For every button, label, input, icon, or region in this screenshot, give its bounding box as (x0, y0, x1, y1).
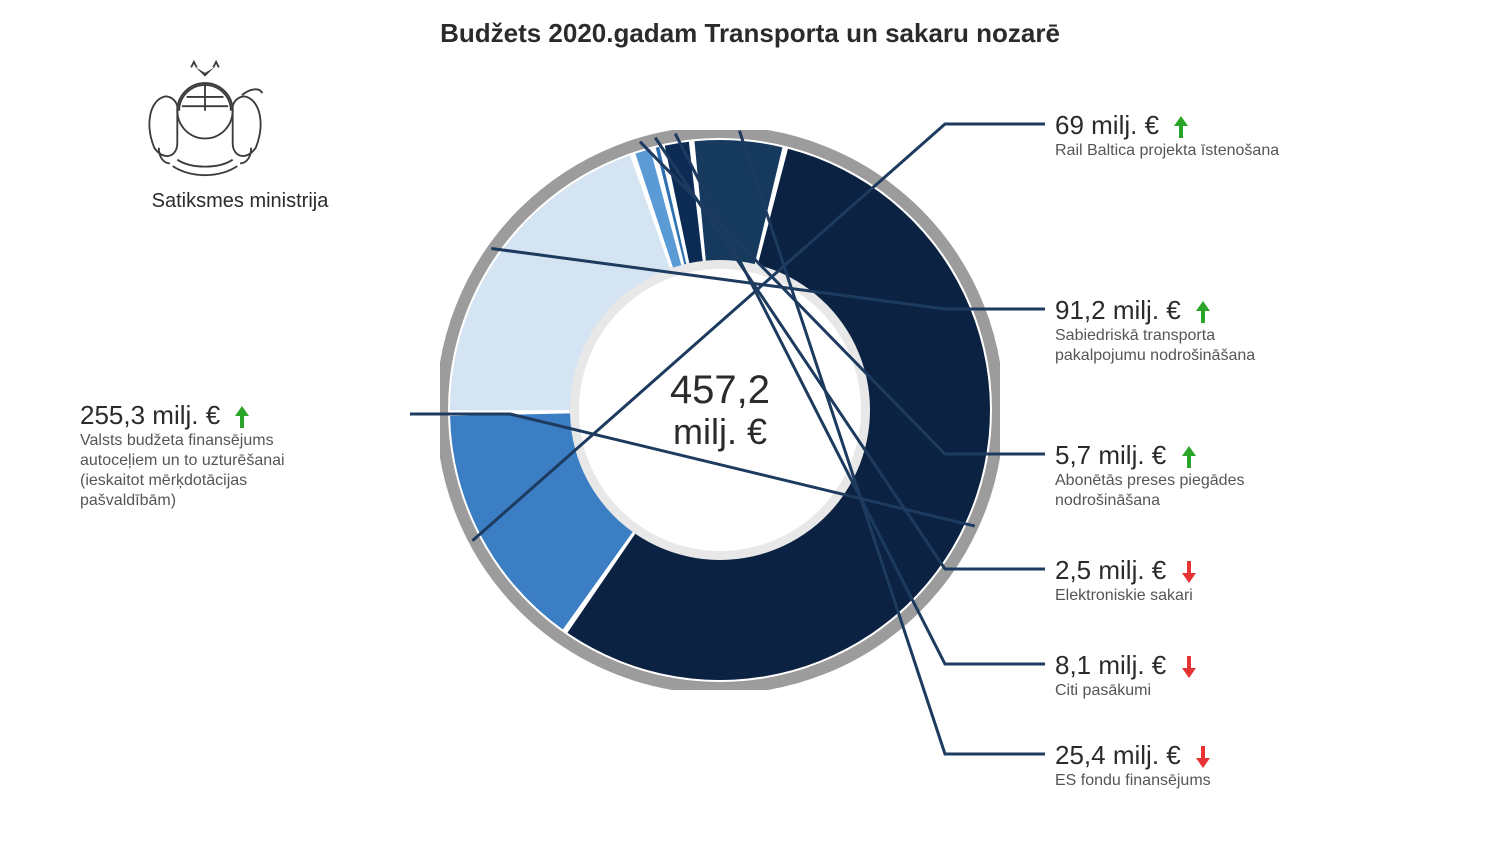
trend-up-icon (1180, 444, 1198, 470)
slice-sab (450, 155, 670, 410)
callout-desc: Elektroniskie sakari (1055, 586, 1198, 606)
callout-valsts: 255,3 milj. € Valsts budžeta finansējums… (80, 400, 400, 511)
callout-desc-line: Citi pasākumi (1055, 681, 1198, 701)
callout-desc-line: Elektroniskie sakari (1055, 586, 1198, 606)
donut-chart: 457,2 milj. € (440, 130, 1000, 690)
callout-desc: Rail Baltica projekta īstenošana (1055, 141, 1279, 161)
trend-down-icon (1180, 559, 1198, 585)
callout-desc: ES fondu finansējums (1055, 771, 1212, 791)
callout-value: 69 milj. € (1055, 110, 1159, 140)
callout-value: 2,5 milj. € (1055, 555, 1166, 585)
callout-citi: 8,1 milj. € Citi pasākumi (1055, 650, 1198, 701)
callout-value: 5,7 milj. € (1055, 440, 1166, 470)
trend-up-icon (1172, 114, 1190, 140)
callout-esakari: 2,5 milj. € Elektroniskie sakari (1055, 555, 1198, 606)
coat-of-arms-icon (110, 60, 300, 180)
callout-desc-line: pakalpojumu nodrošināšana (1055, 346, 1255, 366)
callout-desc-line: autoceļiem un to uzturēšanai (80, 451, 400, 471)
trend-up-icon (233, 404, 251, 430)
trend-up-icon (1194, 299, 1212, 325)
page-title: Budžets 2020.gadam Transporta un sakaru … (0, 18, 1500, 49)
callout-rail: 69 milj. € Rail Baltica projekta īstenoš… (1055, 110, 1279, 161)
callout-desc: Sabiedriskā transportapakalpojumu nodroš… (1055, 326, 1255, 366)
callout-desc-line: Abonētās preses piegādes (1055, 471, 1244, 491)
callout-value: 91,2 milj. € (1055, 295, 1181, 325)
callout-desc-line: pašvaldībām) (80, 491, 400, 511)
callout-desc-line: nodrošināšana (1055, 491, 1244, 511)
callout-value: 25,4 milj. € (1055, 740, 1181, 770)
trend-down-icon (1194, 744, 1212, 770)
callout-value: 255,3 milj. € (80, 400, 220, 430)
trend-down-icon (1180, 654, 1198, 680)
ministry-logo-block: Satiksmes ministrija (110, 60, 370, 213)
callout-desc-line: Rail Baltica projekta īstenošana (1055, 141, 1279, 161)
callout-desc: Abonētās preses piegādesnodrošināšana (1055, 471, 1244, 511)
callout-desc-line: Sabiedriskā transporta (1055, 326, 1255, 346)
callout-desc-line: Valsts budžeta finansējums (80, 431, 400, 451)
ministry-name: Satiksmes ministrija (110, 190, 370, 213)
callout-desc-line: ES fondu finansējums (1055, 771, 1212, 791)
callout-desc-line: (ieskaitot mērķdotācijas (80, 471, 400, 491)
callout-prese: 5,7 milj. € Abonētās preses piegādesnodr… (1055, 440, 1244, 511)
callout-value: 8,1 milj. € (1055, 650, 1166, 680)
callout-desc: Citi pasākumi (1055, 681, 1198, 701)
callout-esfondu: 25,4 milj. € ES fondu finansējums (1055, 740, 1212, 791)
callout-sab: 91,2 milj. € Sabiedriskā transportapakal… (1055, 295, 1255, 366)
callout-desc: Valsts budžeta finansējumsautoceļiem un … (80, 431, 400, 511)
